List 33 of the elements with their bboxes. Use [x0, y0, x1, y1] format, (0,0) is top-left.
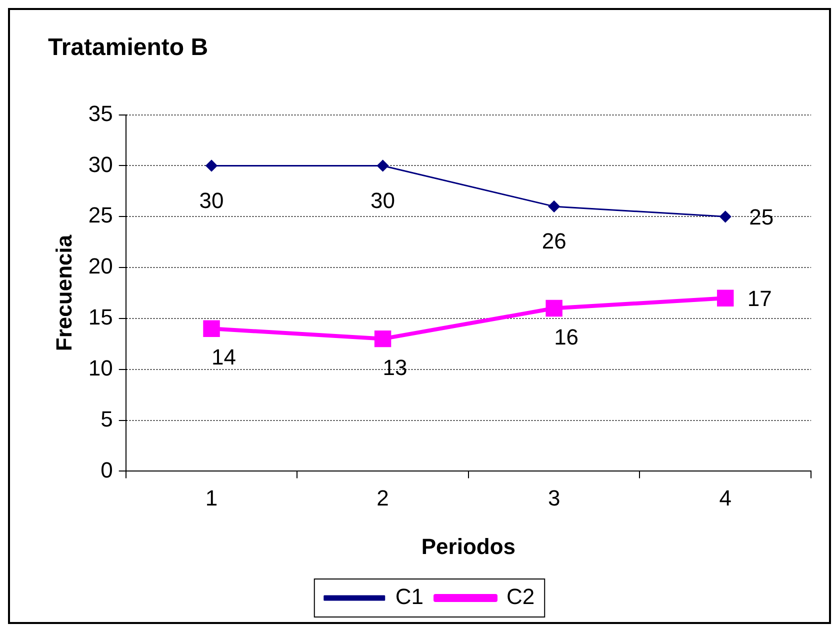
- point: [548, 200, 560, 212]
- data-label: 14: [212, 344, 236, 370]
- y-axis-title: Frecuencia: [51, 234, 76, 352]
- point: [203, 320, 220, 338]
- point: [374, 330, 392, 348]
- x-axis-title: Periodos: [421, 534, 516, 559]
- y-tick-label: 25: [88, 202, 113, 228]
- data-label: 25: [749, 204, 774, 230]
- data-label: 26: [542, 228, 566, 254]
- y-tick-label: 30: [88, 152, 113, 177]
- y-tick-label: 0: [100, 457, 113, 482]
- x-tick-label: 3: [548, 485, 560, 510]
- data-label: 30: [370, 188, 396, 213]
- legend-label: C2: [506, 584, 535, 610]
- y-tick-label: 10: [88, 355, 113, 380]
- y-tick-label: 5: [100, 406, 113, 432]
- data-label: 17: [747, 286, 772, 312]
- y-tick-label: 20: [88, 254, 113, 279]
- chart-title: Tratamiento B: [48, 34, 208, 62]
- point: [716, 290, 734, 306]
- x-tick-label: 4: [719, 485, 732, 510]
- point: [720, 210, 732, 222]
- x-tick-label: 1: [205, 485, 218, 510]
- y-tick-label: 15: [88, 304, 113, 330]
- point: [377, 160, 389, 172]
- data-label: 16: [554, 324, 579, 350]
- point: [546, 300, 562, 317]
- legend-label: C1: [395, 584, 424, 610]
- y-tick-label: 35: [88, 100, 113, 126]
- point: [206, 160, 218, 172]
- data-label: 30: [199, 188, 224, 213]
- x-tick-label: 2: [376, 485, 389, 510]
- data-label: 13: [382, 354, 408, 380]
